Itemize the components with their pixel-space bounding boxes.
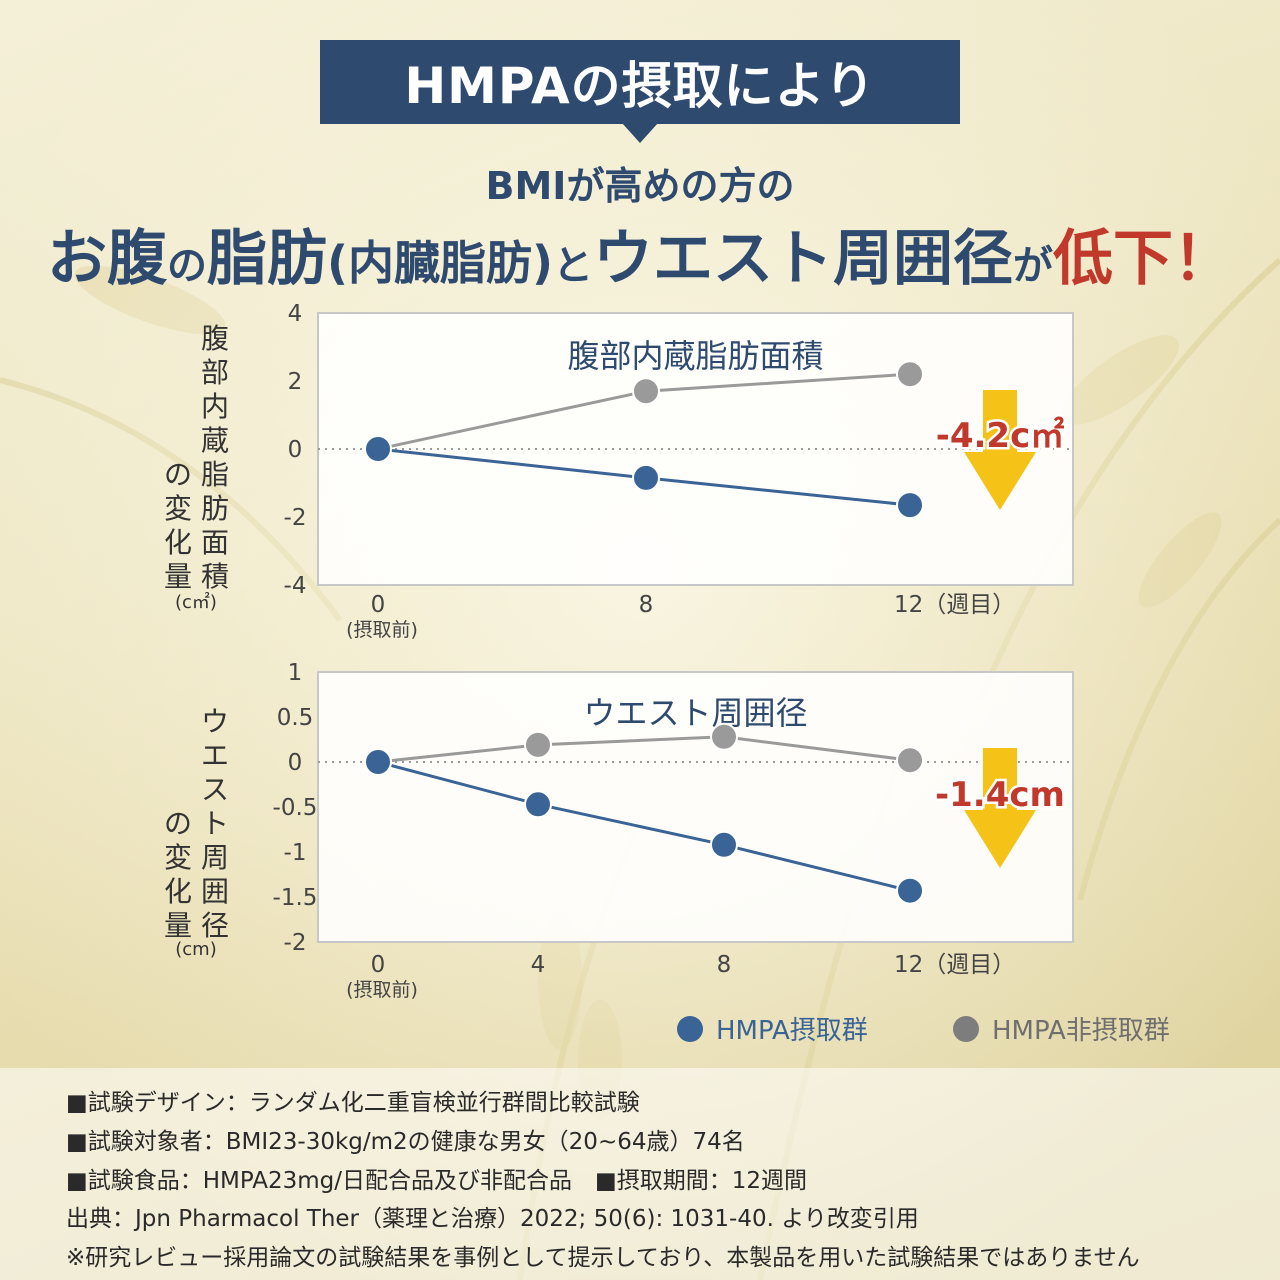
x-tick-label: 0 <box>371 592 386 618</box>
y-axis-label-char: ト <box>201 807 229 840</box>
y-tick-label: -1 <box>284 840 307 866</box>
subheading: BMIが高めの方の <box>485 164 795 208</box>
y-axis-label-char: 量 <box>164 560 192 593</box>
chart-title: 腹部内蔵脂肪面積 <box>567 337 823 375</box>
y-axis-label-char: 積 <box>201 560 229 593</box>
y-axis-label-char: 腹 <box>201 322 229 355</box>
y-axis-label-char: 肪 <box>201 492 229 525</box>
legend: HMPA摂取群 HMPA非摂取群 <box>677 1016 1170 1046</box>
data-point <box>364 435 392 463</box>
footer-disclaimer: ※研究レビュー採用論文の試験結果を事例として提示しており、本製品を用いた試験結果… <box>66 1245 1140 1271</box>
series-line <box>377 760 911 893</box>
y-axis-label-char: 変 <box>164 492 192 525</box>
y-axis-label-char: 径 <box>201 909 229 942</box>
y-axis-label-char: の <box>164 458 192 491</box>
reduction-annotation: -1.4cm <box>935 775 1065 815</box>
y-tick-label: -2 <box>284 930 307 956</box>
y-axis-label-char: 脂 <box>201 458 229 491</box>
headline: お腹の脂肪(内臓脂肪)とウエスト周囲径が低下！ <box>0 210 1280 297</box>
headline-part5: と <box>553 243 594 289</box>
x-tick-label: 0 <box>371 952 386 978</box>
data-point <box>896 360 924 389</box>
y-tick-label: 0 <box>288 437 303 463</box>
y-tick-label: -1.5 <box>273 885 318 911</box>
headline-part8: 低下！ <box>1053 224 1234 294</box>
banner: HMPAの摂取により <box>320 40 960 124</box>
banner-title: HMPAの摂取により <box>404 57 876 115</box>
y-axis-label-char: 内 <box>201 390 229 423</box>
plot-area <box>317 312 1074 586</box>
y-axis-label-char: の <box>164 807 192 840</box>
legend-label-control: HMPA非摂取群 <box>992 1016 1170 1046</box>
decrease-arrow-icon <box>964 748 1036 868</box>
plot-area <box>317 671 1074 943</box>
y-axis-label-char: 変 <box>164 841 192 874</box>
headline-part2: の <box>166 243 207 289</box>
headline-part3: 脂肪 <box>206 224 327 294</box>
y-axis-label-char: ス <box>201 773 229 806</box>
y-axis-unit: (c㎡) <box>175 591 217 613</box>
data-point <box>896 746 924 775</box>
data-point <box>710 830 738 859</box>
y-axis-label-char: 面 <box>201 526 229 559</box>
data-point <box>524 730 552 759</box>
y-tick-label: -0.5 <box>273 795 318 821</box>
footer: ■試験デザイン：ランダム化二重盲検並行群間比較試験 ■試験対象者：BMI23-3… <box>0 1068 1280 1280</box>
x-tick-label: 8 <box>639 592 654 618</box>
headline-part1: お腹 <box>46 224 167 294</box>
y-axis-label-char: エ <box>201 739 229 772</box>
x-tick-label: 4 <box>531 952 546 978</box>
footer-test-food: ■試験食品：HMPA23mg/日配合品及び非配合品 ■摂取期間：12週間 <box>66 1168 808 1194</box>
x-tick-label: 12（週目） <box>894 592 1015 618</box>
footer-subjects: ■試験対象者：BMI23-30kg/m2の健康な男女（20~64歳）74名 <box>66 1129 745 1155</box>
y-tick-label: 1 <box>288 660 303 686</box>
footer-source: 出典：Jpn Pharmacol Ther（薬理と治療）2022; 50(6):… <box>66 1206 919 1232</box>
data-point <box>710 722 738 751</box>
series-line <box>377 735 911 764</box>
y-axis-label-char: 蔵 <box>201 424 229 457</box>
x-tick-label: 8 <box>717 952 732 978</box>
data-point <box>896 876 924 905</box>
headline-part7: が <box>1013 243 1054 289</box>
footer-study-design: ■試験デザイン：ランダム化二重盲検並行群間比較試験 <box>66 1090 640 1116</box>
decrease-arrow-icon <box>964 390 1036 510</box>
y-axis-label-char: 化 <box>164 526 192 559</box>
x-tick-sublabel: (摂取前) <box>346 619 418 641</box>
data-point <box>364 748 392 776</box>
legend-marker-hmpa <box>677 1016 703 1042</box>
x-tick-label: 12（週目） <box>894 952 1015 978</box>
headline-part4: (内臓脂肪) <box>326 236 554 290</box>
data-point <box>524 790 552 819</box>
headline-part6: ウエスト周囲径 <box>593 224 1014 294</box>
y-tick-label: 4 <box>288 301 303 327</box>
y-axis-label-char: 周 <box>201 841 229 874</box>
y-tick-label: 0 <box>288 750 303 776</box>
x-tick-sublabel: (摂取前) <box>346 979 418 1001</box>
data-point <box>632 463 660 492</box>
data-point <box>896 491 924 520</box>
y-tick-label: 0.5 <box>277 705 314 731</box>
chart-title: ウエスト周囲径 <box>583 694 807 732</box>
y-axis-label-char: ウ <box>201 705 229 738</box>
y-axis-unit: (cm) <box>175 939 216 960</box>
y-tick-label: -2 <box>284 505 307 531</box>
y-tick-label: -4 <box>284 573 307 599</box>
y-tick-label: 2 <box>288 369 303 395</box>
y-axis-label-char: 部 <box>201 356 229 389</box>
data-point <box>632 377 660 406</box>
y-axis-label-char: 化 <box>164 875 192 908</box>
y-axis-label-char: 囲 <box>201 875 229 908</box>
legend-label-hmpa: HMPA摂取群 <box>716 1016 868 1046</box>
y-axis-label-char: 量 <box>164 909 192 942</box>
banner-pointer <box>622 123 658 143</box>
legend-marker-control <box>953 1016 979 1042</box>
reduction-annotation: -4.2c㎡ <box>936 416 1065 456</box>
